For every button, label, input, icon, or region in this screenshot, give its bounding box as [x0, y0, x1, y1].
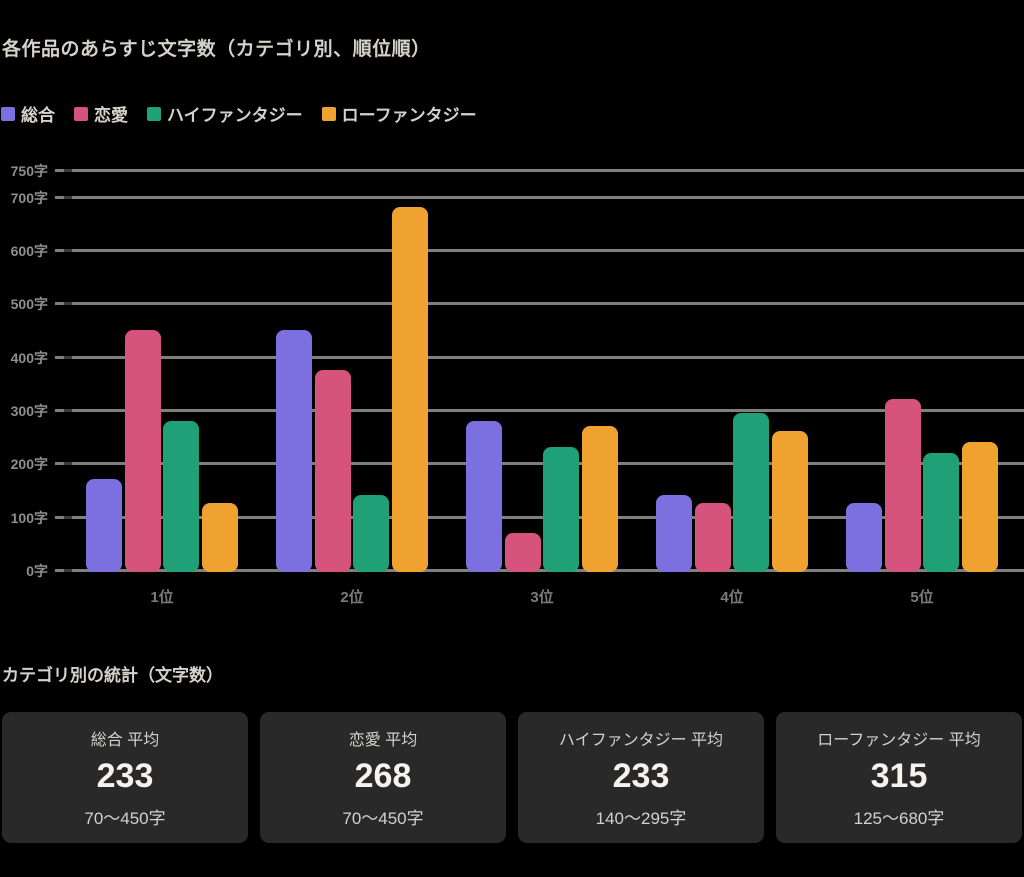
bar-romance-rank1 [124, 330, 161, 572]
gridline-700 [55, 195, 1024, 199]
legend-item-high-fantasy[interactable]: ハイファンタジー [147, 101, 303, 126]
gridline-750 [55, 169, 1024, 172]
legend-label-high-fantasy: ハイファンタジー [167, 106, 303, 125]
legend-swatch-low-fantasy [321, 106, 336, 121]
gridline-200 [55, 462, 1024, 466]
stats-cards: 総合 平均 233 70〜450字 恋愛 平均 268 70〜450字 ハイファンタジー 平… [2, 712, 1022, 843]
bar-romance-rank3 [504, 532, 541, 572]
legend-swatch-high-fantasy [147, 106, 161, 121]
gridline-400 [55, 355, 1024, 359]
bar-overall-rank1 [86, 479, 123, 572]
bar-romance-rank2 [314, 370, 351, 572]
x-tick-label-rank4: 4位 [720, 589, 744, 606]
bar-high-fantasy-rank5 [923, 452, 960, 572]
legend-swatch-overall [1, 106, 15, 121]
axis-tick-mark [64, 195, 72, 199]
stat-card-value: 233 [612, 756, 670, 795]
stat-card-low-fantasy: ローファンタジー 平均 315 125〜680字 [776, 712, 1022, 843]
legend-item-overall[interactable]: 総合 [1, 101, 55, 126]
bar-overall-rank4 [656, 495, 693, 572]
gridline-300 [55, 409, 1024, 412]
axis-tick-mark [64, 169, 72, 172]
axis-tick-mark [64, 409, 72, 412]
stat-card-range: 70〜450字 [342, 809, 424, 829]
stat-card-range: 70〜450字 [84, 809, 166, 829]
stat-card-range: 125〜680字 [853, 809, 945, 829]
gridline-100 [55, 515, 1024, 519]
bar-overall-rank5 [846, 503, 883, 572]
stat-card-label: ハイファンタジー 平均 [558, 731, 724, 749]
gridline-500 [55, 302, 1024, 306]
axis-tick-mark [64, 249, 72, 252]
bar-romance-rank5 [884, 399, 921, 572]
y-tick-label-700: 700字 [10, 189, 48, 206]
stats-section-title: カテゴリ別の統計（文字数） [2, 666, 223, 685]
bar-low-fantasy-rank5 [961, 442, 998, 572]
stat-card-range: 140〜295字 [595, 809, 687, 829]
y-tick-label-750: 750字 [10, 163, 48, 179]
chart-title: 各作品のあらすじ文字数（カテゴリ別、順位順） [2, 39, 431, 60]
x-tick-label-rank3: 3位 [530, 589, 554, 606]
legend-label-low-fantasy: ローファンタジー [341, 106, 477, 125]
y-tick-label-100: 100字 [10, 509, 48, 526]
x-tick-label-rank1: 1位 [150, 589, 174, 606]
gridline-600 [55, 249, 1024, 252]
legend-item-romance[interactable]: 恋愛 [74, 101, 128, 126]
bar-overall-rank3 [466, 420, 503, 572]
stat-card-romance: 恋愛 平均 268 70〜450字 [260, 712, 506, 843]
axis-tick-mark [64, 302, 72, 306]
bar-low-fantasy-rank1 [201, 503, 238, 572]
stat-card-value: 268 [354, 756, 412, 795]
legend-swatch-romance [74, 106, 88, 121]
stat-card-high-fantasy: ハイファンタジー 平均 233 140〜295字 [518, 712, 764, 843]
chart-legend: 総合 恋愛 ハイファンタジー ローファンタジー [1, 101, 477, 126]
bar-romance-rank4 [694, 503, 731, 572]
axis-tick-mark [64, 569, 72, 572]
stat-card-label: ローファンタジー 平均 [817, 731, 981, 749]
axis-tick-mark [64, 355, 72, 359]
legend-item-low-fantasy[interactable]: ローファンタジー [321, 101, 477, 126]
legend-label-overall: 総合 [21, 106, 55, 125]
y-tick-label-0: 0字 [26, 563, 48, 579]
y-tick-label-600: 600字 [10, 243, 48, 259]
y-tick-label-400: 400字 [10, 349, 48, 366]
bar-low-fantasy-rank4 [771, 431, 808, 572]
stat-card-value: 315 [870, 756, 928, 795]
gridline-0 [55, 569, 1024, 572]
bar-high-fantasy-rank4 [733, 412, 770, 572]
legend-label-romance: 恋愛 [94, 106, 128, 125]
y-tick-label-300: 300字 [10, 403, 48, 419]
axis-tick-mark [64, 462, 72, 466]
x-tick-label-rank5: 5位 [910, 589, 934, 606]
bar-low-fantasy-rank3 [581, 426, 618, 572]
stat-card-label: 総合 平均 [90, 731, 160, 749]
y-tick-label-200: 200字 [10, 456, 48, 473]
bar-high-fantasy-rank2 [353, 495, 390, 572]
stat-card-overall: 総合 平均 233 70〜450字 [2, 712, 248, 843]
stat-card-label: 恋愛 平均 [348, 731, 418, 749]
x-tick-label-rank2: 2位 [340, 589, 364, 606]
axis-tick-mark [64, 515, 72, 519]
y-tick-label-500: 500字 [10, 296, 48, 313]
bar-overall-rank2 [276, 330, 313, 572]
bar-high-fantasy-rank1 [163, 420, 200, 572]
bar-low-fantasy-rank2 [391, 207, 428, 572]
stat-card-value: 233 [96, 756, 154, 795]
bar-high-fantasy-rank3 [543, 447, 580, 572]
